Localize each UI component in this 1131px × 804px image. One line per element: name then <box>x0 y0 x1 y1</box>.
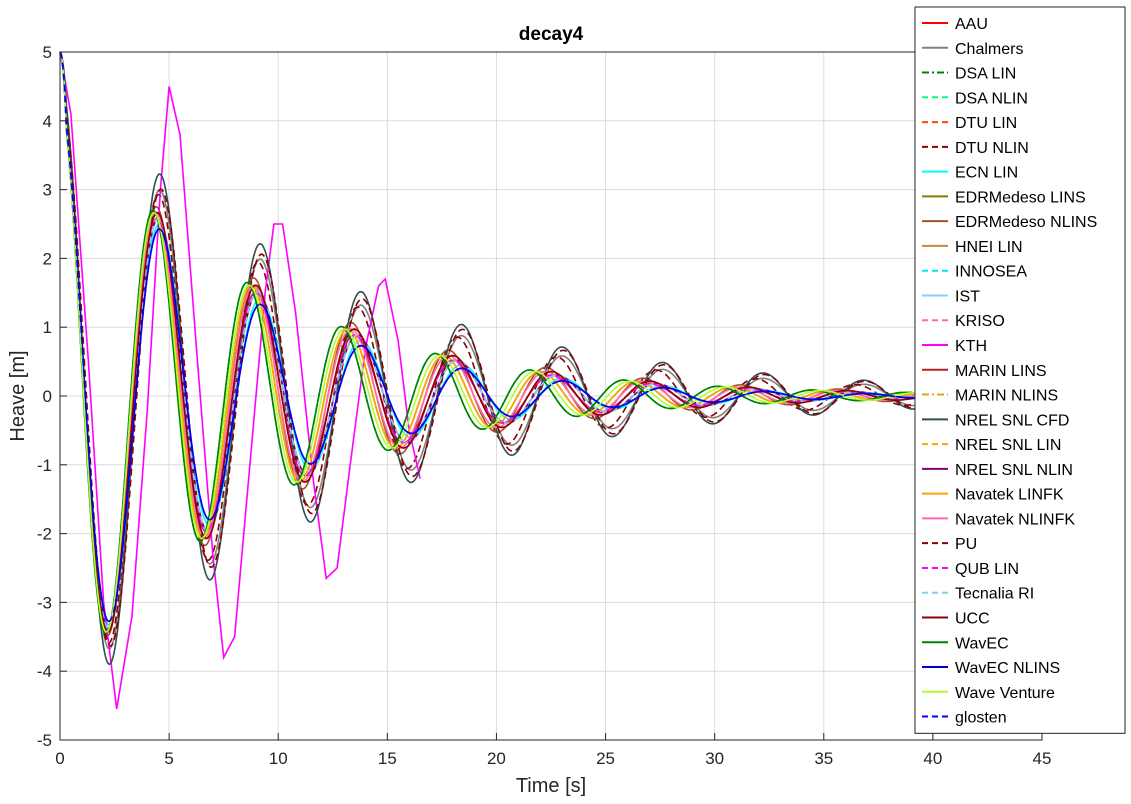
y-axis-label: Heave [m] <box>7 350 29 441</box>
x-axis-label: Time [s] <box>516 775 586 797</box>
legend-entry: IST <box>955 288 980 305</box>
y-tick-label: -1 <box>37 456 52 475</box>
legend-entry: EDRMedeso NLINS <box>955 214 1097 231</box>
legend-entry: DTU NLIN <box>955 140 1029 157</box>
legend-entry: UCC <box>955 610 990 627</box>
legend-box <box>914 6 1126 734</box>
x-tick-label: 15 <box>378 749 397 768</box>
legend-entry: KRISO <box>955 313 1005 330</box>
legend-entry: WavEC <box>955 635 1009 652</box>
legend-entry: MARIN NLINS <box>955 388 1058 405</box>
legend-entry: DSA LIN <box>955 66 1016 83</box>
x-tick-label: 0 <box>55 749 64 768</box>
legend-entry: NREL SNL NLIN <box>955 462 1073 479</box>
y-tick-label: 2 <box>43 249 52 268</box>
legend-entry: NREL SNL LIN <box>955 437 1061 454</box>
y-tick-label: 4 <box>43 112 52 131</box>
legend-entry: Navatek NLINFK <box>955 511 1075 528</box>
legend-entry: HNEI LIN <box>955 239 1023 256</box>
y-tick-label: 5 <box>43 43 52 62</box>
y-tick-label: -4 <box>37 662 52 681</box>
y-tick-label: 0 <box>43 387 52 406</box>
x-tick-label: 40 <box>923 749 942 768</box>
legend-entry: glosten <box>955 710 1007 727</box>
x-tick-label: 5 <box>164 749 173 768</box>
legend-entry: Wave Venture <box>955 685 1055 702</box>
x-tick-label: 30 <box>705 749 724 768</box>
legend-entry: QUB LIN <box>955 561 1019 578</box>
x-tick-label: 10 <box>269 749 288 768</box>
legend-entry: ECN LIN <box>955 165 1018 182</box>
series-line <box>59 51 923 623</box>
y-tick-label: 3 <box>43 181 52 200</box>
legend-entry: Tecnalia RI <box>955 586 1034 603</box>
legend: AAU Chalmers DSA LIN DSA NLIN DTU LIN DTU NLI… <box>914 6 1126 734</box>
legend-entry: Navatek LINFK <box>955 487 1064 504</box>
x-tick-label: 25 <box>596 749 615 768</box>
legend-entry: DTU LIN <box>955 115 1017 132</box>
plot-area <box>59 51 923 710</box>
legend-entry: EDRMedeso LINS <box>955 189 1086 206</box>
chart-title: decay4 <box>519 24 584 45</box>
y-tick-label: -3 <box>37 593 52 612</box>
series-line <box>59 51 421 710</box>
legend-entry: MARIN LINS <box>955 363 1047 380</box>
y-tick-label: -2 <box>37 525 52 544</box>
series-line <box>59 51 923 645</box>
legend-entry: Chalmers <box>955 41 1023 58</box>
series-line <box>59 51 923 633</box>
x-tick-label: 45 <box>1033 749 1052 768</box>
y-tick-label: 1 <box>43 318 52 337</box>
series-line <box>59 51 923 647</box>
x-tick-label: 35 <box>814 749 833 768</box>
legend-entry: WavEC NLINS <box>955 660 1060 677</box>
legend-entry: PU <box>955 536 977 553</box>
legend-entry: DSA NLIN <box>955 90 1028 107</box>
legend-entry: INNOSEA <box>955 264 1027 281</box>
legend-entry: NREL SNL CFD <box>955 412 1069 429</box>
y-tick-label: -5 <box>37 731 52 750</box>
legend-entry: KTH <box>955 338 987 355</box>
series-line <box>59 51 923 630</box>
x-tick-label: 20 <box>487 749 506 768</box>
legend-entry: AAU <box>955 16 988 33</box>
